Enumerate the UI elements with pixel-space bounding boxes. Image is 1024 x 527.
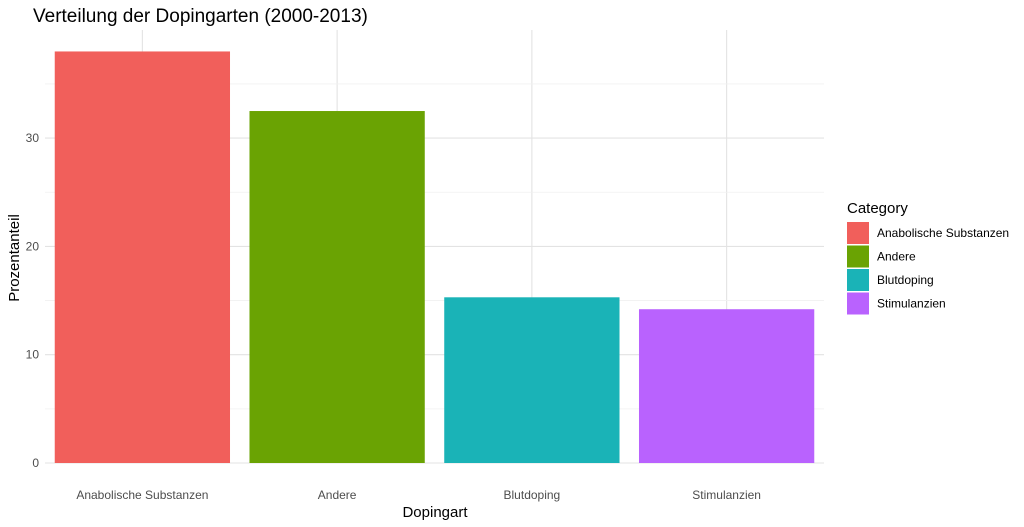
y-tick-label: 20 [26,239,40,253]
legend: Category Anabolische Substanzen Andere Blu… [847,200,1009,315]
legend-title: Category [847,200,908,217]
y-tick-label: 10 [26,348,40,362]
legend-swatch [847,222,869,244]
y-tick-label: 30 [26,131,40,145]
legend-swatch [847,292,869,315]
legend-swatch [847,269,869,291]
bars [54,51,815,464]
legend-label: Stimulanzien [877,297,946,311]
bar [638,309,815,463]
legend-label: Blutdoping [877,273,934,287]
bar [249,111,425,464]
x-tick-label: Stimulanzien [692,488,761,502]
y-axis-title: Prozentanteil [6,214,23,302]
legend-label: Anabolische Substanzen [877,226,1009,240]
x-tick-label: Blutdoping [504,488,561,502]
legend-label: Andere [877,250,916,264]
bar [54,51,231,464]
legend-swatch [847,245,869,268]
y-tick-label: 0 [32,456,39,470]
x-tick-labels: Anabolische Substanzen Andere Blutdoping St… [76,488,761,502]
x-tick-label: Anabolische Substanzen [76,488,208,502]
chart-title: Verteilung der Dopingarten (2000-2013) [33,6,368,27]
bar [444,297,620,463]
x-tick-label: Andere [318,488,357,502]
y-tick-labels: 0 10 20 30 [26,131,40,470]
x-axis-title: Dopingart [402,504,468,521]
